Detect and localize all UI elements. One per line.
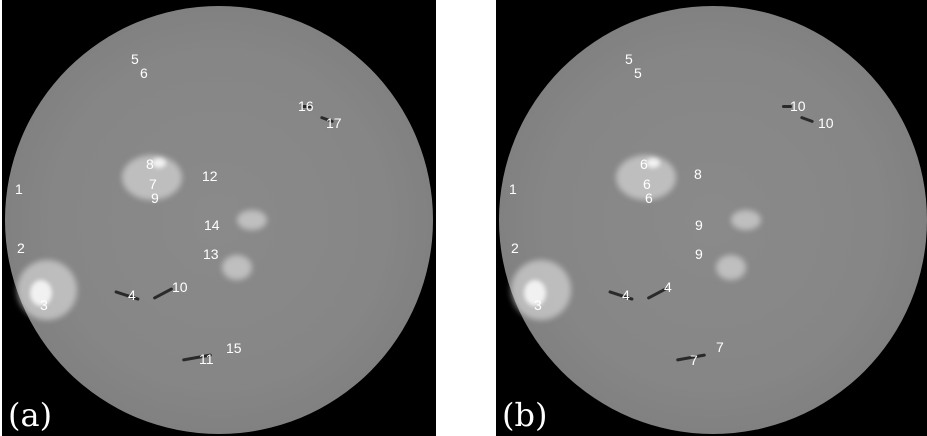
feature-label: 6 xyxy=(643,176,651,192)
filament xyxy=(782,105,792,108)
feature-label: 14 xyxy=(204,217,220,233)
feature-label: 10 xyxy=(790,98,806,114)
plage-core xyxy=(30,280,52,306)
feature-label: 6 xyxy=(140,65,148,81)
plage-core xyxy=(524,280,546,306)
plage-region xyxy=(222,255,252,280)
feature-label: 1 xyxy=(509,181,517,197)
plage-core xyxy=(646,158,660,168)
feature-label: 7 xyxy=(149,176,157,192)
feature-label: 2 xyxy=(17,240,25,256)
plage-core xyxy=(152,158,166,168)
panel-tag: (a) xyxy=(8,396,53,434)
feature-label: 11 xyxy=(199,351,214,367)
solar-disk-image xyxy=(499,6,927,434)
plage-region xyxy=(731,210,761,230)
feature-label: 16 xyxy=(298,98,314,114)
panel-tag: (b) xyxy=(502,396,548,434)
plage-region xyxy=(716,255,746,280)
solar-disk-image xyxy=(5,6,433,434)
feature-label: 10 xyxy=(818,115,834,131)
feature-label: 15 xyxy=(226,340,242,356)
feature-label: 4 xyxy=(622,287,630,303)
feature-label: 12 xyxy=(202,168,218,184)
feature-label: 10 xyxy=(172,279,188,295)
feature-label: 3 xyxy=(534,297,542,313)
feature-label: 3 xyxy=(40,297,48,313)
feature-label: 8 xyxy=(694,166,702,182)
feature-label: 7 xyxy=(716,339,724,355)
feature-label: 5 xyxy=(634,65,642,81)
feature-label: 8 xyxy=(146,156,154,172)
feature-label: 9 xyxy=(695,217,703,233)
feature-label: 5 xyxy=(625,51,633,67)
feature-label: 13 xyxy=(203,246,219,262)
feature-label: 6 xyxy=(645,190,653,206)
feature-label: 9 xyxy=(151,190,159,206)
feature-label: 2 xyxy=(511,240,519,256)
feature-label: 9 xyxy=(695,246,703,262)
feature-label: 6 xyxy=(640,156,648,172)
feature-label: 7 xyxy=(690,352,698,368)
solar-disk-panel-b: 5 5 10 10 6 8 6 6 1 9 2 9 4 4 3 7 7 (b) xyxy=(496,0,927,436)
feature-label: 5 xyxy=(131,51,139,67)
feature-label: 1 xyxy=(15,181,23,197)
feature-label: 4 xyxy=(664,279,672,295)
solar-disk-panel-a: 5 6 16 17 8 12 7 9 1 14 2 13 4 10 3 15 1… xyxy=(2,0,436,436)
plage-region xyxy=(237,210,267,230)
filament xyxy=(302,105,312,108)
feature-label: 4 xyxy=(128,287,136,303)
feature-label: 17 xyxy=(326,115,342,131)
